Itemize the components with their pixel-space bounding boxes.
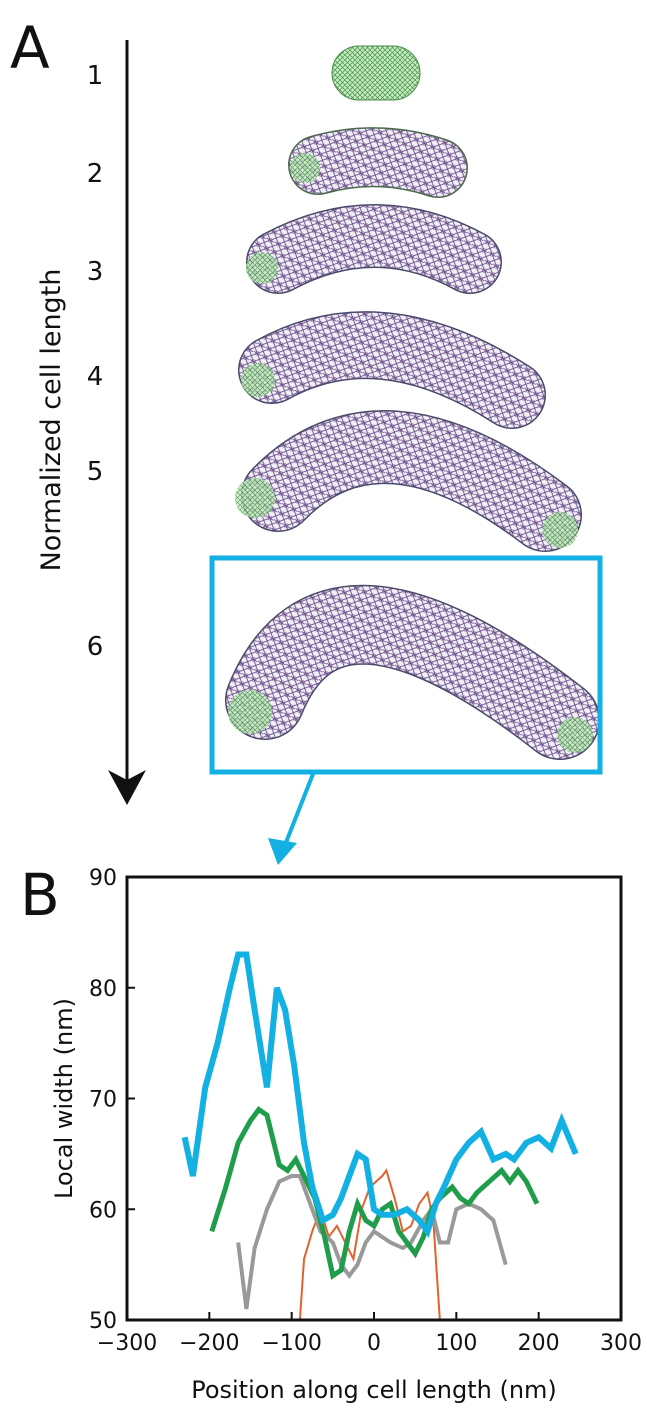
x-tick-label: 200 [518, 1331, 560, 1356]
cell [289, 128, 467, 197]
stage-label: 3 [87, 257, 104, 287]
x-tick-label: −100 [261, 1331, 321, 1356]
y-tick-label: 50 [89, 1309, 117, 1334]
y-tick-label: 70 [89, 1088, 117, 1113]
stage-label: 5 [87, 457, 104, 487]
zoom-box [209, 555, 603, 775]
x-tick-label: −300 [97, 1331, 157, 1356]
stage-label: 4 [87, 362, 104, 392]
data-line [236, 1174, 508, 1310]
y-tick-label: 60 [89, 1198, 117, 1223]
cell [331, 45, 421, 101]
y-axis-label: Local width (nm) [50, 998, 78, 1199]
cells [225, 45, 600, 760]
zoom-arrow-head [268, 838, 297, 865]
x-tick-label: 100 [435, 1331, 477, 1356]
cell [247, 205, 501, 293]
x-tick-label: 300 [600, 1331, 642, 1356]
x-tick-label: −200 [179, 1331, 239, 1356]
stage-label: 2 [87, 159, 104, 189]
data-line [181, 951, 579, 1238]
stage-label: 6 [87, 632, 104, 662]
x-axis-label: Position along cell length (nm) [191, 1376, 557, 1404]
y-tick-label: 90 [89, 866, 117, 891]
panel-label: B [20, 861, 60, 929]
data-line [209, 1106, 540, 1280]
arrow-head [108, 770, 146, 805]
plot: −300 −200 −100 0 100 200 300 50 60 70 80 90 Position… [50, 866, 642, 1404]
stage-label: 1 [87, 61, 104, 91]
y-tick-label: 80 [89, 977, 117, 1002]
cell [226, 586, 599, 759]
zoom-arrow [283, 773, 315, 846]
panel-label: A [10, 14, 50, 82]
x-tick-label: 0 [367, 1331, 381, 1356]
stage-labels: 1 2 3 4 5 6 [87, 61, 104, 662]
axis-label: Normalized cell length [36, 269, 67, 572]
cell [242, 411, 581, 551]
cell [239, 312, 545, 428]
